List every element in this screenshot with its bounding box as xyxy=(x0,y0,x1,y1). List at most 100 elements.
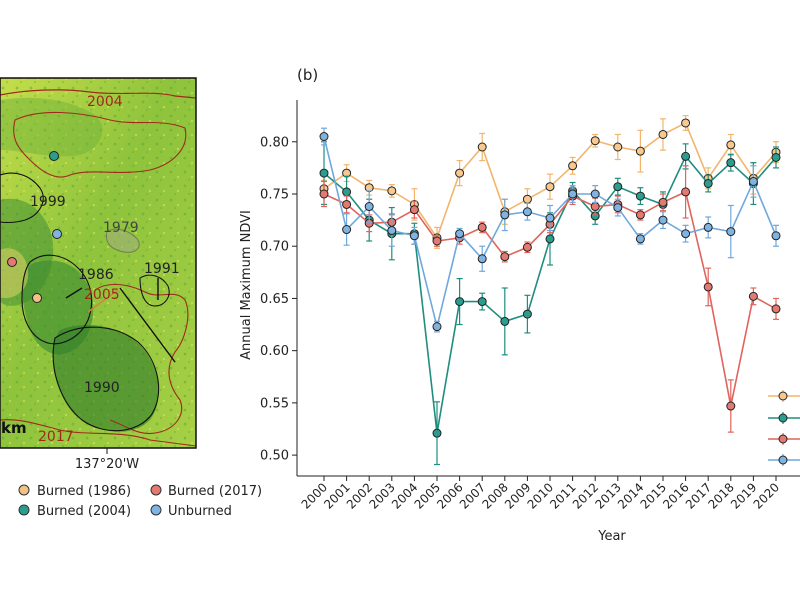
fire-label-1990: 1990 xyxy=(84,380,120,396)
data-point xyxy=(726,158,736,168)
fire-label-1991: 1991 xyxy=(144,261,180,277)
chart-legend-item xyxy=(768,433,800,445)
svg-text:Burned (2004): Burned (2004) xyxy=(37,504,131,519)
data-point xyxy=(455,168,465,178)
data-point xyxy=(409,231,419,241)
data-point xyxy=(500,210,510,220)
data-point xyxy=(522,242,532,252)
fire-label-1979: 1979 xyxy=(103,220,139,236)
legend-item-burned-2004: Burned (2004) xyxy=(18,504,131,519)
x-axis: 2000200120022003200420052006200720082009… xyxy=(297,475,800,512)
chart-legend xyxy=(768,390,800,466)
data-point xyxy=(681,118,691,128)
y-tick-label: 0.70 xyxy=(260,240,289,255)
data-point xyxy=(432,322,442,332)
legend-marker xyxy=(778,413,788,423)
legend-marker xyxy=(778,391,788,401)
chart-legend-item xyxy=(768,390,800,402)
chart-legend-item xyxy=(768,454,800,466)
data-point xyxy=(681,187,691,197)
data-point xyxy=(342,225,352,235)
data-point xyxy=(771,304,781,314)
longitude-label: 137°20'W xyxy=(75,457,139,472)
data-point xyxy=(613,142,623,152)
site-burned-2004 xyxy=(49,151,59,161)
scale-bar-label: km xyxy=(1,419,27,437)
x-axis-label: Year xyxy=(597,529,626,544)
legend-item-burned-2017: Burned (2017) xyxy=(150,484,262,499)
y-axis-label: Annual Maximum NDVI xyxy=(239,210,254,360)
series-unburned xyxy=(319,127,781,333)
data-point xyxy=(522,194,532,204)
y-tick-label: 0.50 xyxy=(260,449,289,464)
data-point xyxy=(432,428,442,438)
site-unburned xyxy=(52,229,62,239)
fire-label-1986: 1986 xyxy=(78,267,114,283)
y-tick-label: 0.60 xyxy=(260,344,289,359)
data-point xyxy=(342,187,352,197)
site-burned-2017 xyxy=(7,257,17,267)
chart-legend-item xyxy=(768,412,800,424)
data-point xyxy=(455,297,465,307)
data-point xyxy=(545,213,555,223)
chart-panel: (b) 0.80 0.75 0.70 0.65 0.60 0.55 0.50 2000200… xyxy=(239,66,800,544)
y-tick-label: 0.75 xyxy=(260,188,289,203)
data-point xyxy=(726,401,736,411)
data-point xyxy=(387,226,397,236)
data-point xyxy=(703,222,713,232)
map-panel: 2004 1999 1979 1986 1991 2005 1990 2017 … xyxy=(0,77,197,472)
data-point xyxy=(477,222,487,232)
site-burned-1986 xyxy=(32,293,42,303)
data-point xyxy=(319,132,329,142)
data-point xyxy=(681,229,691,239)
data-point xyxy=(748,291,758,301)
data-point xyxy=(545,234,555,244)
data-point xyxy=(658,197,668,207)
map-legend: Burned (1986) Burned (2017) Burned (2004… xyxy=(18,484,262,519)
data-point xyxy=(568,161,578,171)
y-tick-label: 0.55 xyxy=(260,396,289,411)
data-point xyxy=(590,202,600,212)
data-point xyxy=(568,189,578,199)
legend-item-unburned: Unburned xyxy=(150,504,232,519)
y-tick-label: 0.65 xyxy=(260,292,289,307)
data-point xyxy=(522,207,532,217)
data-point xyxy=(432,236,442,246)
data-point xyxy=(522,309,532,319)
data-point xyxy=(319,168,329,178)
data-point xyxy=(500,252,510,262)
data-point xyxy=(477,297,487,307)
data-point xyxy=(477,254,487,264)
data-point xyxy=(635,191,645,201)
plot-area xyxy=(319,115,781,466)
data-point xyxy=(726,227,736,237)
data-point xyxy=(387,186,397,196)
data-point xyxy=(455,229,465,239)
data-point xyxy=(500,316,510,326)
y-axis: 0.80 0.75 0.70 0.65 0.60 0.55 0.50 xyxy=(260,100,298,476)
data-point xyxy=(726,140,736,150)
map-frame xyxy=(0,77,197,449)
legend-item-burned-1986: Burned (1986) xyxy=(18,484,131,499)
svg-text:Burned (2017): Burned (2017) xyxy=(168,484,262,499)
data-point xyxy=(342,199,352,209)
fire-label-2017: 2017 xyxy=(38,429,74,445)
data-point xyxy=(613,182,623,192)
data-point xyxy=(681,151,691,161)
svg-text:Unburned: Unburned xyxy=(168,504,232,519)
data-point xyxy=(635,210,645,220)
data-point xyxy=(409,205,419,215)
fire-label-1999: 1999 xyxy=(30,194,66,210)
data-point xyxy=(635,146,645,156)
data-point xyxy=(590,136,600,146)
legend-marker xyxy=(778,434,788,444)
data-point xyxy=(771,152,781,162)
data-point xyxy=(319,189,329,199)
data-point xyxy=(635,234,645,244)
data-point xyxy=(748,176,758,186)
data-point xyxy=(703,179,713,189)
data-point xyxy=(613,203,623,213)
x-tick-label: 2020 xyxy=(751,480,782,511)
legend-marker xyxy=(778,455,788,465)
